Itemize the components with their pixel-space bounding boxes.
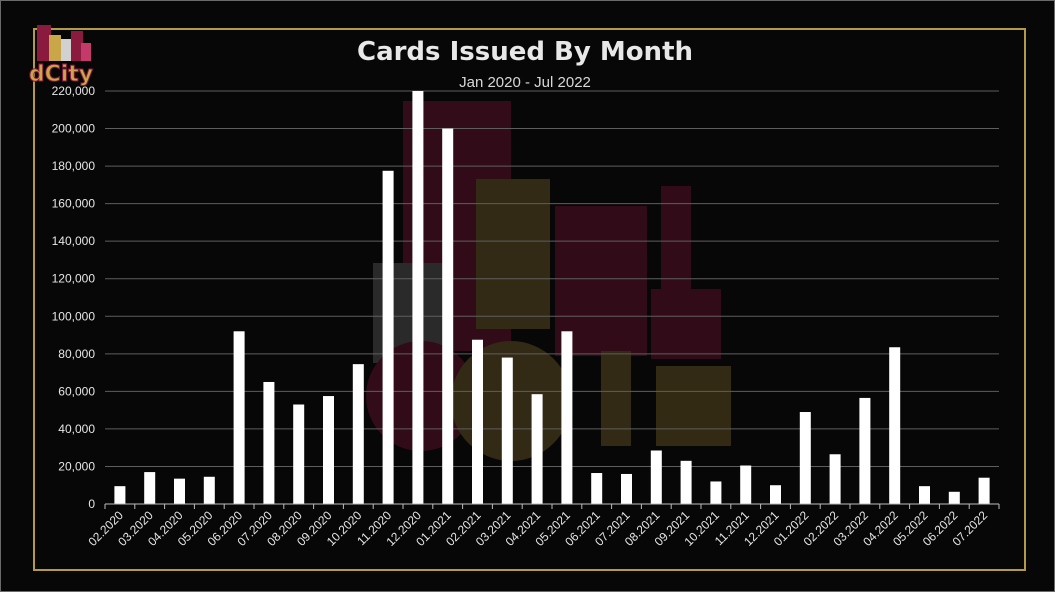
bar — [889, 347, 901, 504]
y-tick-label: 80,000 — [58, 347, 95, 361]
bar — [293, 404, 305, 504]
bar — [978, 477, 990, 504]
y-tick-label: 0 — [88, 497, 95, 511]
dcity-logo: dCity — [28, 25, 94, 88]
y-tick-label: 200,000 — [52, 122, 96, 136]
y-tick-label: 220,000 — [52, 84, 96, 98]
bar — [263, 381, 275, 504]
bar — [710, 481, 722, 504]
chart-subtitle: Jan 2020 - Jul 2022 — [459, 74, 591, 91]
bar — [174, 478, 185, 504]
y-tick-label: 40,000 — [58, 422, 95, 436]
bar — [203, 476, 215, 504]
bar — [472, 339, 483, 504]
bar — [561, 331, 573, 504]
bar — [948, 491, 960, 504]
bar — [829, 454, 841, 504]
gold-border — [33, 28, 1026, 571]
bar — [352, 364, 364, 504]
bar — [740, 465, 752, 504]
chart-title: Cards Issued By Month — [357, 37, 693, 67]
bar — [501, 357, 513, 504]
y-tick-label: 120,000 — [52, 272, 96, 286]
bar — [621, 473, 632, 504]
y-tick-label: 20,000 — [58, 459, 95, 473]
bar — [770, 485, 781, 504]
svg-text:dCity: dCity — [29, 62, 93, 87]
bar — [650, 450, 662, 504]
bar — [323, 396, 334, 504]
y-tick-label: 160,000 — [52, 197, 96, 211]
y-tick-label: 60,000 — [58, 384, 95, 398]
bar — [591, 473, 603, 504]
bar — [680, 460, 692, 504]
bar — [144, 472, 156, 504]
y-tick-label: 140,000 — [52, 234, 96, 248]
bar — [233, 331, 245, 504]
y-tick-label: 100,000 — [52, 309, 96, 323]
bar — [382, 170, 394, 504]
bar — [859, 397, 871, 504]
bar — [412, 91, 424, 504]
bar — [799, 412, 811, 504]
bar — [531, 394, 543, 504]
bar — [919, 486, 930, 504]
y-tick-label: 180,000 — [52, 159, 96, 173]
bar — [442, 128, 454, 504]
bar — [114, 486, 126, 504]
